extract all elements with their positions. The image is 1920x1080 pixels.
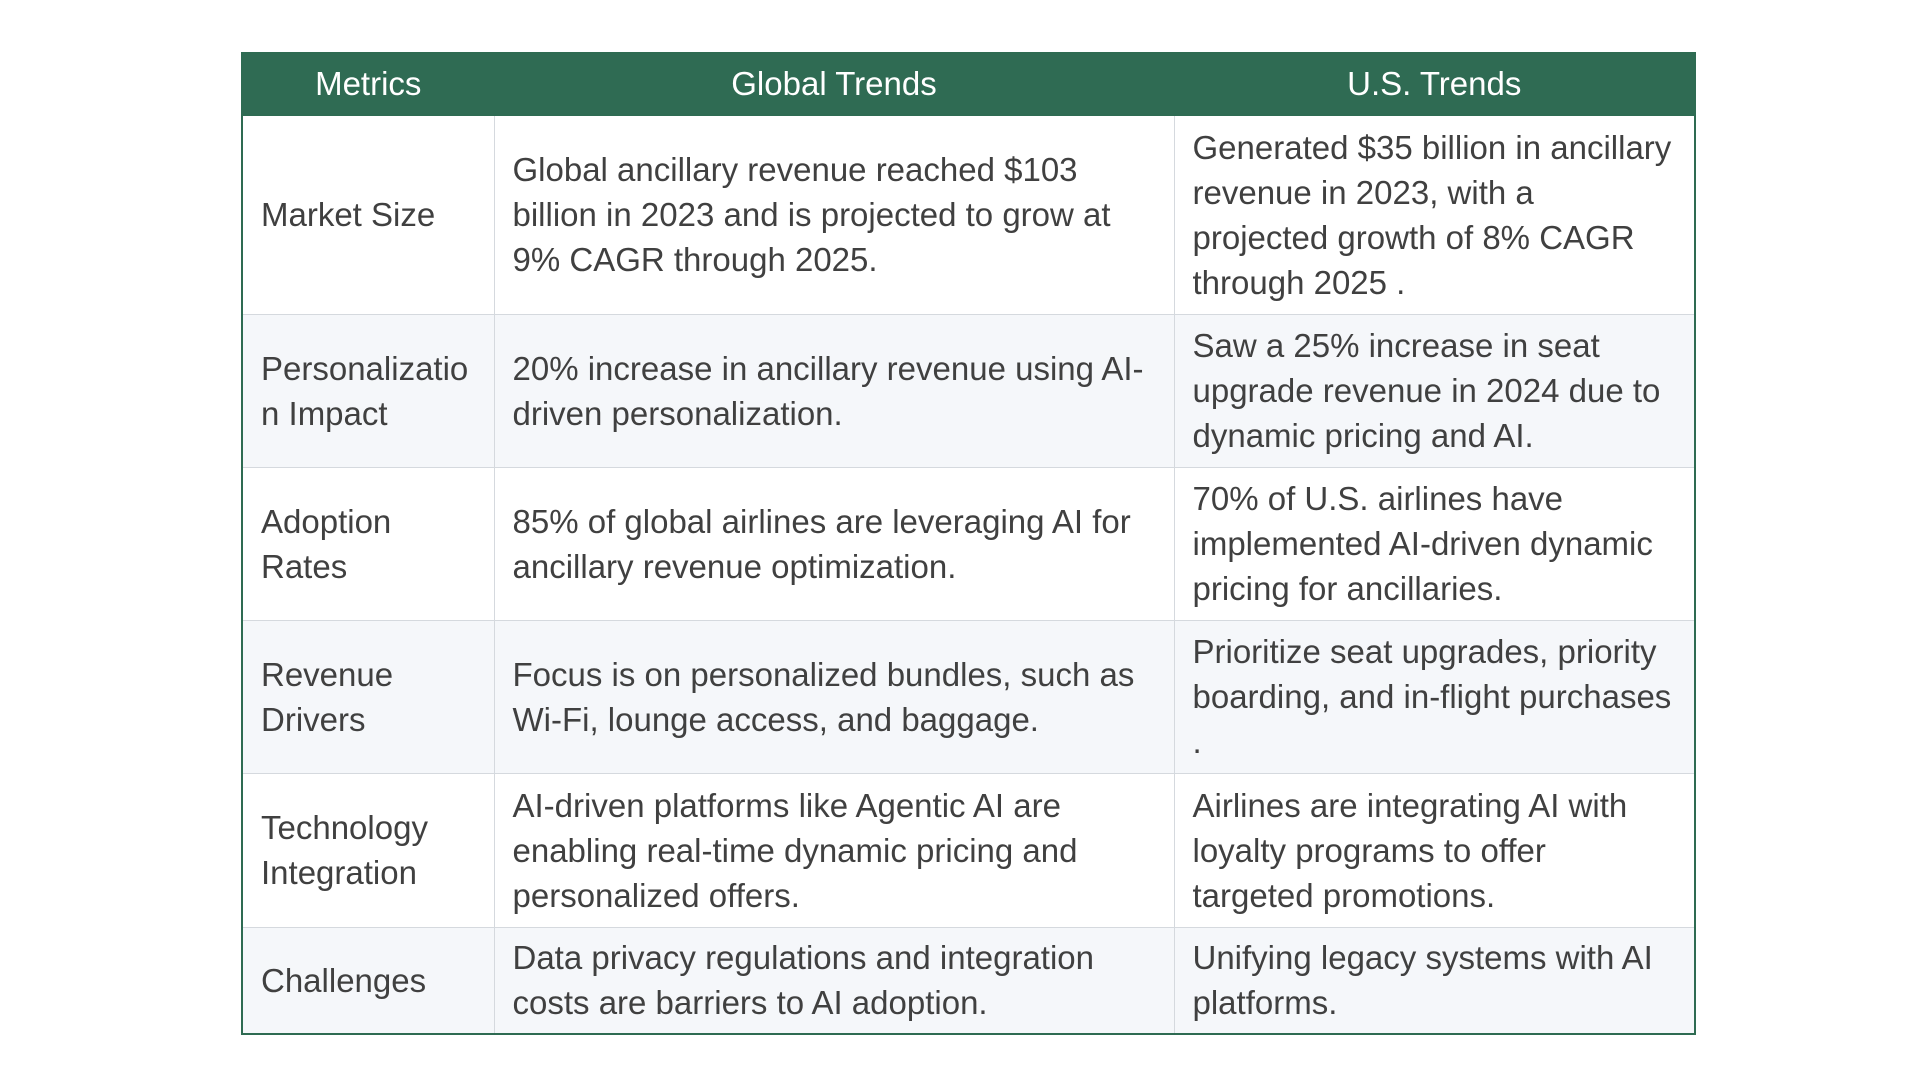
table-row: Technology Integration AI-driven platfor… — [241, 772, 1696, 928]
header-row: Metrics Global Trends U.S. Trends — [241, 53, 1696, 116]
us-trend-cell: Airlines are integrating AI with loyalty… — [1173, 772, 1696, 928]
column-header-metrics: Metrics — [241, 53, 495, 116]
table-row: Market Size Global ancillary revenue rea… — [241, 114, 1696, 315]
table-row: Challenges Data privacy regulations and … — [241, 926, 1696, 1035]
metric-cell: Personalization Impact — [241, 313, 495, 468]
column-header-global-trends: Global Trends — [493, 53, 1175, 116]
table-row: Personalization Impact 20% increase in a… — [241, 313, 1696, 468]
trends-table-container: Metrics Global Trends U.S. Trends Market… — [241, 52, 1696, 1035]
global-trend-cell: Focus is on personalized bundles, such a… — [493, 619, 1175, 774]
table-body: Market Size Global ancillary revenue rea… — [241, 114, 1696, 1035]
trends-table: Metrics Global Trends U.S. Trends Market… — [241, 52, 1696, 1035]
global-trend-cell: AI-driven platforms like Agentic AI are … — [493, 772, 1175, 928]
us-trend-cell: 70% of U.S. airlines have implemented AI… — [1173, 466, 1696, 621]
global-trend-cell: 85% of global airlines are leveraging AI… — [493, 466, 1175, 621]
us-trend-cell: Saw a 25% increase in seat upgrade reven… — [1173, 313, 1696, 468]
table-row: Adoption Rates 85% of global airlines ar… — [241, 466, 1696, 621]
us-trend-cell: Unifying legacy systems with AI platform… — [1173, 926, 1696, 1035]
metric-cell: Challenges — [241, 926, 495, 1035]
us-trend-cell: Prioritize seat upgrades, priority board… — [1173, 619, 1696, 774]
metric-cell: Market Size — [241, 114, 495, 315]
column-header-us-trends: U.S. Trends — [1173, 53, 1696, 116]
global-trend-cell: 20% increase in ancillary revenue using … — [493, 313, 1175, 468]
metric-cell: Technology Integration — [241, 772, 495, 928]
global-trend-cell: Global ancillary revenue reached $103 bi… — [493, 114, 1175, 315]
table-row: Revenue Drivers Focus is on personalized… — [241, 619, 1696, 774]
metric-cell: Adoption Rates — [241, 466, 495, 621]
table-header: Metrics Global Trends U.S. Trends — [241, 53, 1696, 116]
us-trend-cell: Generated $35 billion in ancillary reven… — [1173, 114, 1696, 315]
global-trend-cell: Data privacy regulations and integration… — [493, 926, 1175, 1035]
metric-cell: Revenue Drivers — [241, 619, 495, 774]
